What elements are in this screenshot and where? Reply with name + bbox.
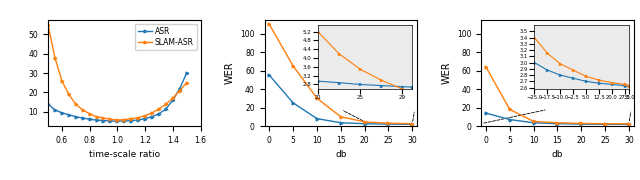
ASR [176, 87, 184, 90]
SLAM-ASR [65, 93, 72, 96]
SLAM-ASR [44, 24, 52, 26]
SLAM-ASR [176, 89, 184, 92]
SLAM-ASR [169, 97, 177, 99]
ASR [162, 108, 170, 110]
ASR [120, 120, 128, 122]
ASR [79, 117, 86, 119]
ASR [127, 120, 135, 122]
ASR [44, 103, 52, 105]
ASR [72, 116, 79, 118]
ASR [141, 118, 149, 120]
Line: ASR: ASR [47, 72, 188, 123]
FancyArrowPatch shape [629, 112, 631, 121]
SLAM-ASR [162, 103, 170, 105]
SLAM-ASR [155, 108, 163, 110]
SLAM-ASR [93, 116, 100, 118]
ASR [134, 119, 142, 121]
X-axis label: db: db [335, 150, 346, 159]
SLAM-ASR [58, 80, 66, 82]
X-axis label: db: db [552, 150, 563, 159]
SLAM-ASR [141, 115, 149, 117]
X-axis label: time-scale ratio: time-scale ratio [89, 150, 160, 159]
FancyArrowPatch shape [413, 112, 414, 121]
SLAM-ASR [127, 118, 135, 120]
Line: SLAM-ASR: SLAM-ASR [47, 23, 188, 121]
ASR [106, 120, 114, 122]
SLAM-ASR [106, 118, 114, 120]
ASR [169, 99, 177, 101]
SLAM-ASR [79, 109, 86, 111]
ASR [113, 120, 121, 122]
Legend: ASR, SLAM-ASR: ASR, SLAM-ASR [135, 24, 196, 50]
SLAM-ASR [148, 112, 156, 114]
SLAM-ASR [183, 82, 191, 84]
ASR [148, 116, 156, 118]
ASR [93, 119, 100, 121]
SLAM-ASR [100, 117, 108, 119]
SLAM-ASR [51, 57, 59, 59]
ASR [100, 120, 108, 122]
ASR [86, 118, 93, 120]
FancyArrowPatch shape [343, 111, 367, 123]
FancyArrowPatch shape [484, 110, 545, 123]
SLAM-ASR [134, 117, 142, 119]
ASR [155, 113, 163, 115]
SLAM-ASR [86, 113, 93, 115]
SLAM-ASR [72, 103, 79, 105]
Y-axis label: WER: WER [442, 62, 451, 84]
ASR [183, 72, 191, 74]
ASR [65, 114, 72, 116]
SLAM-ASR [113, 119, 121, 121]
ASR [58, 112, 66, 114]
ASR [51, 109, 59, 111]
Y-axis label: WER: WER [225, 62, 235, 84]
SLAM-ASR [120, 119, 128, 121]
